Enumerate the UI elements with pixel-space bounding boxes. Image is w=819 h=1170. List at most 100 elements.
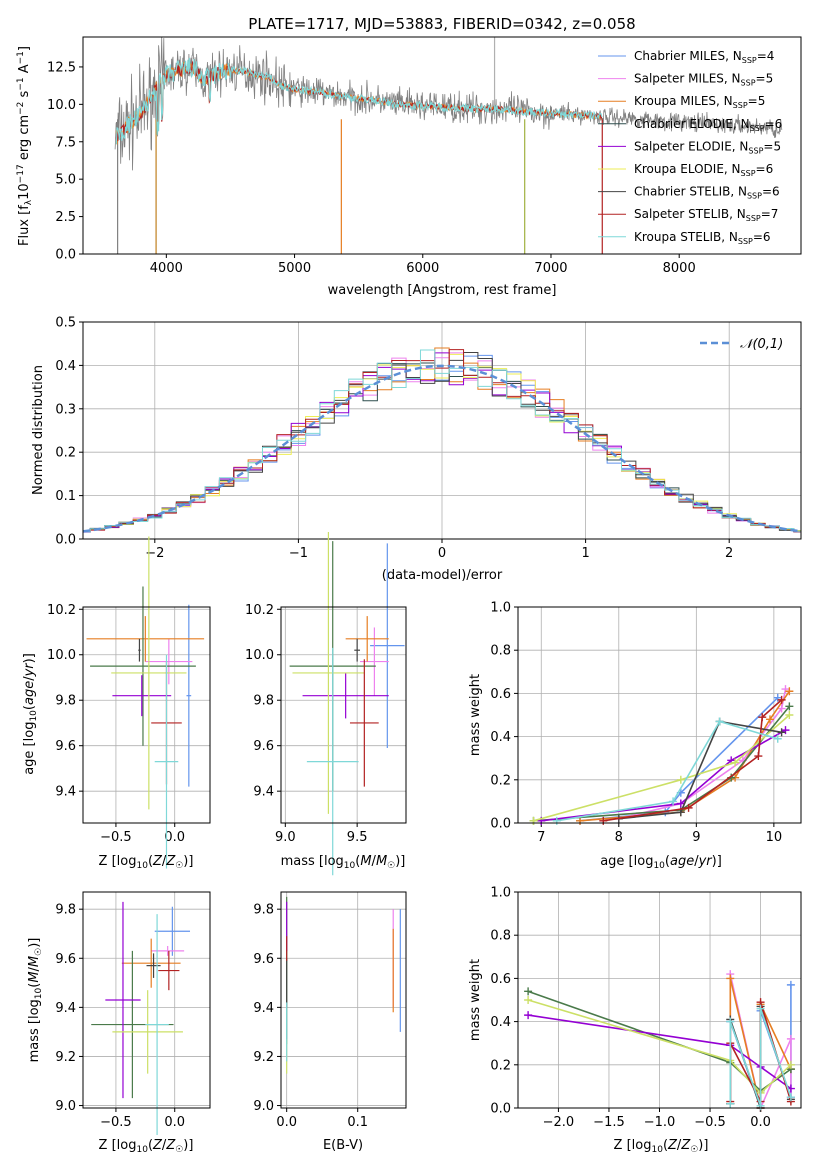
spectrum-frame xyxy=(82,36,802,255)
mwZ-point-marker xyxy=(756,1004,765,1013)
residual-xtick-label: −2 xyxy=(145,546,164,561)
mwAge-point-marker xyxy=(765,715,774,724)
residual-ylabel: Normed distribution xyxy=(31,365,46,495)
spectrum-xtick-label: 6000 xyxy=(406,261,439,276)
mwAge-ytick-label: 0.6 xyxy=(490,687,511,702)
residual-xtick-label: 0 xyxy=(438,546,446,561)
mwAge-point-marker xyxy=(684,803,693,812)
mwAge-point-marker xyxy=(777,728,786,737)
mwAge-point-marker xyxy=(731,758,740,767)
legend-entry: Chabrier ELODIE, NSSP=6 xyxy=(634,117,782,133)
mwAge-series-line xyxy=(618,720,782,820)
spectrum-xtick-label: 7000 xyxy=(534,261,567,276)
mwAge-series-line xyxy=(533,714,790,822)
legend-entry: Chabrier MILES, NSSP=4 xyxy=(634,49,774,65)
legend-entry: Chabrier STELIB, NSSP=6 xyxy=(634,185,780,201)
residual-ytick-label: 0.2 xyxy=(55,446,76,461)
residual-xtick-label: −1 xyxy=(289,546,308,561)
mwZ-point-marker xyxy=(786,980,795,989)
mwAge-series-line xyxy=(579,697,779,822)
massZ-ylabel: mass [log10(M/M☉)] xyxy=(27,938,44,1063)
mwAge-ytick-label: 1.0 xyxy=(490,601,511,616)
mwZ-xtick-label: −1.0 xyxy=(644,1115,676,1130)
mwAge-point-marker xyxy=(785,687,794,696)
mwZ-xtick-label: 0.0 xyxy=(750,1115,771,1130)
legend-entry: Salpeter MILES, NSSP=5 xyxy=(634,72,773,88)
massweight-vs-age-panel: 7 8 9 10 0.0 0.2 0.4 0.6 0.8 1.0 xyxy=(490,601,802,845)
spectrum-ytick-label: 5.0 xyxy=(55,173,76,188)
ageM-frame xyxy=(280,606,407,824)
residual-panel: −2 −1 0 1 2 0.0 0.1 0.2 0.3 0.4 0.5 (data-model)/e… xyxy=(31,316,802,583)
mwZ-point-marker xyxy=(524,996,533,1004)
legend-entry: Kroupa MILES, NSSP=5 xyxy=(634,94,765,110)
residual-ytick-label: 0.3 xyxy=(55,402,76,417)
age-vs-metallicity-panel: −0.5 0.0 9.4 9.6 9.8 10.0 10.2 xyxy=(47,536,211,869)
spectrum-ylabel: Flux [fλ10−17 erg cm−2 s−1 A−1] xyxy=(16,46,34,246)
ageZ-ytick-label: 9.8 xyxy=(55,694,76,709)
mwZ-point-marker xyxy=(524,987,533,996)
spectrum-legend: Chabrier MILES, NSSP=4 Salpeter MILES, NS… xyxy=(598,49,782,246)
spectrum-xtick-label: 5000 xyxy=(278,261,311,276)
massE-ytick-label: 9.4 xyxy=(253,1001,274,1016)
legend-entry: Kroupa STELIB, NSSP=6 xyxy=(634,230,771,246)
ageZ-xtick-label: 0.0 xyxy=(164,830,185,845)
ageZ-ytick-label: 10.0 xyxy=(47,648,76,663)
mwAge-xtick-label: 10 xyxy=(766,830,783,845)
ageM-ytick-label: 10.2 xyxy=(245,603,274,618)
mwAge-ytick-label: 0.8 xyxy=(490,644,511,659)
mwZ-frame xyxy=(517,891,802,1109)
residual-ytick-label: 0.0 xyxy=(55,533,76,548)
legend-entry: Salpeter ELODIE, NSSP=5 xyxy=(634,139,781,155)
mwZ-ytick-label: 0.2 xyxy=(490,1058,511,1073)
massE-ytick-label: 9.8 xyxy=(253,903,274,918)
spectrum-ytick-label: 0.0 xyxy=(55,248,76,263)
legend-entry: Salpeter STELIB, NSSP=7 xyxy=(634,207,778,223)
mwAge-point-marker xyxy=(529,816,538,825)
mwAge-ytick-label: 0.2 xyxy=(490,773,511,788)
ageZ-xtick-label: −0.5 xyxy=(100,830,132,845)
massE-xtick-label: 0.0 xyxy=(276,1115,297,1130)
massZ-ytick-label: 9.2 xyxy=(55,1050,76,1065)
massZ-frame xyxy=(82,891,211,1109)
mwZ-point-marker xyxy=(786,1034,795,1043)
massE-xlabel: E(B-V) xyxy=(323,1138,363,1153)
residual-ytick-label: 0.4 xyxy=(55,359,76,374)
mass-vs-metallicity-panel: −0.5 0.0 9.0 9.2 9.4 9.6 9.8 xyxy=(55,891,211,1135)
massZ-xtick-label: −0.5 xyxy=(100,1115,132,1130)
legend-entry: Kroupa ELODIE, NSSP=6 xyxy=(634,162,773,178)
mwZ-ylabel: mass weight xyxy=(468,959,483,1041)
spectrum-title: PLATE=1717, MJD=53883, FIBERID=0342, z=0… xyxy=(248,15,635,33)
residual-xlabel: (data-model)/error xyxy=(382,568,503,583)
spectrum-xtick-label: 8000 xyxy=(663,261,696,276)
mwAge-series-line xyxy=(556,720,778,822)
gaussian-legend-label: 𝒩(0,1) xyxy=(740,337,783,352)
residual-histogram xyxy=(83,349,801,533)
residual-ytick-label: 0.1 xyxy=(55,489,76,504)
gaussian-curve xyxy=(82,364,802,533)
residual-xtick-label: 1 xyxy=(581,546,589,561)
spectrum-xlabel: wavelength [Angstrom, rest frame] xyxy=(328,283,557,298)
mwAge-point-marker xyxy=(676,799,685,808)
mwZ-point-marker xyxy=(726,1099,735,1108)
mwAge-point-marker xyxy=(777,695,786,704)
mwAge-point-marker xyxy=(552,816,561,825)
spectrum-ytick-label: 7.5 xyxy=(55,135,76,150)
ageM-ytick-label: 9.6 xyxy=(253,739,274,754)
mwAge-xtick-label: 9 xyxy=(692,830,700,845)
mwAge-ylabel: mass weight xyxy=(468,674,483,756)
mwZ-ytick-label: 1.0 xyxy=(490,886,511,901)
spectrum-xtick-label: 4000 xyxy=(150,261,183,276)
ageM-ytick-label: 9.8 xyxy=(253,694,274,709)
residual-frame xyxy=(82,321,802,540)
massE-ytick-label: 9.0 xyxy=(253,1099,274,1114)
mwAge-point-marker xyxy=(773,734,782,743)
ageZ-frame xyxy=(82,606,211,824)
ageZ-ytick-label: 9.4 xyxy=(55,785,76,800)
mwZ-ytick-label: 0.0 xyxy=(490,1102,511,1117)
ageZ-ylabel: age [log10(age/yr)] xyxy=(22,653,39,775)
spectrum-ytick-label: 12.5 xyxy=(47,60,76,75)
mwAge-ytick-label: 0.0 xyxy=(490,817,511,832)
model-fit-line xyxy=(115,57,603,145)
mwZ-point-marker xyxy=(726,1017,735,1026)
massZ-ytick-label: 9.4 xyxy=(55,1001,76,1016)
